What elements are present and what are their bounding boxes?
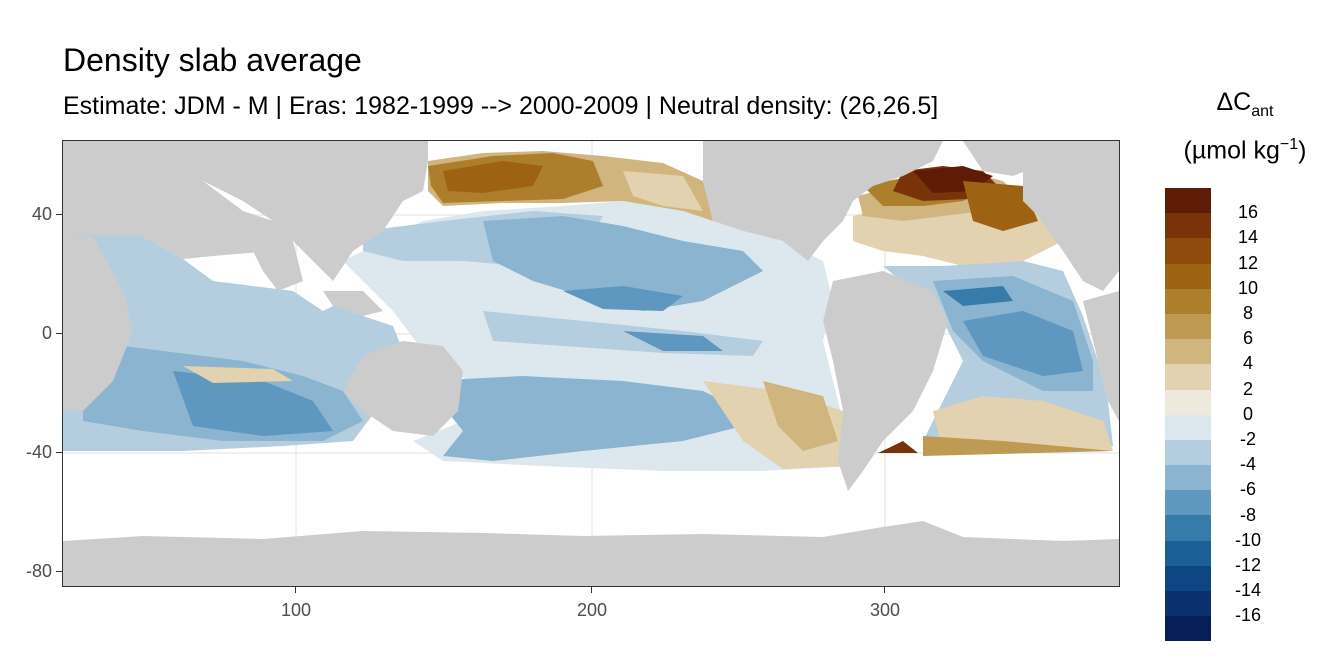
legend-label: -4: [1239, 454, 1256, 475]
legend-label: 16: [1237, 202, 1259, 223]
legend-swatch: [1165, 313, 1211, 340]
y-tick-label-0: 0: [41, 323, 52, 343]
legend-swatch: [1165, 439, 1211, 466]
legend-label: -6: [1239, 479, 1256, 500]
legend-swatch: [1165, 288, 1211, 314]
legend-label: -16: [1234, 605, 1261, 626]
legend-label: -10: [1234, 529, 1261, 550]
map-panel: [62, 140, 1120, 587]
y-tick-label-40: 40: [31, 204, 52, 224]
y-tick-mark: [56, 452, 62, 453]
legend-swatch: [1165, 263, 1211, 289]
land-masses: [63, 141, 1119, 586]
legend-swatch: [1165, 188, 1211, 214]
y-tick-mark: [56, 214, 62, 215]
legend-swatch: [1165, 339, 1211, 365]
legend-title-line1: ΔCant: [1216, 88, 1274, 120]
legend-label: 12: [1237, 252, 1259, 273]
legend-swatch: [1165, 414, 1211, 440]
legend-swatch: [1165, 213, 1211, 239]
legend-swatch: [1165, 616, 1211, 642]
legend-label: -12: [1234, 555, 1261, 575]
legend-swatch: [1165, 238, 1211, 264]
y-tick-label-minus80: -80: [25, 561, 52, 581]
x-tick-label-200: 200: [576, 600, 608, 620]
plot-title: Density slab average: [63, 42, 362, 78]
legend-swatch: [1165, 389, 1211, 415]
x-tick-mark: [591, 587, 592, 593]
legend-swatch: [1165, 364, 1211, 390]
map-svg: [63, 141, 1119, 586]
x-tick-label-100: 100: [280, 600, 312, 620]
x-tick-mark: [884, 587, 885, 593]
legend-swatch: [1165, 565, 1211, 591]
ocean-data-field: [63, 146, 1113, 471]
legend-label: -2: [1239, 429, 1256, 449]
legend-label: 0: [1242, 403, 1253, 424]
legend-label: 4: [1242, 353, 1253, 374]
legend-title-line2: (µmol kg−1): [1183, 136, 1307, 165]
x-tick-mark: [295, 587, 296, 593]
plot-subtitle: Estimate: JDM - M | Eras: 1982-1999 --> …: [63, 92, 939, 120]
legend-swatch: [1165, 591, 1211, 617]
legend-swatch: [1165, 540, 1211, 566]
legend-swatch: [1165, 515, 1211, 541]
x-tick-label-300: 300: [869, 600, 901, 620]
legend-label: 6: [1242, 328, 1253, 349]
legend-label: 10: [1237, 277, 1259, 298]
y-tick-mark: [56, 333, 62, 334]
legend-label: 8: [1242, 303, 1253, 323]
legend-label: -14: [1234, 580, 1261, 601]
y-tick-mark: [56, 571, 62, 572]
y-tick-label-minus40: -40: [25, 442, 52, 462]
legend-label: 14: [1237, 227, 1259, 248]
legend-swatch: [1165, 465, 1211, 491]
legend-colorbar: [1165, 188, 1211, 642]
legend-label: -8: [1239, 504, 1256, 525]
legend-swatch: [1165, 490, 1211, 516]
legend-label: 2: [1242, 378, 1253, 399]
